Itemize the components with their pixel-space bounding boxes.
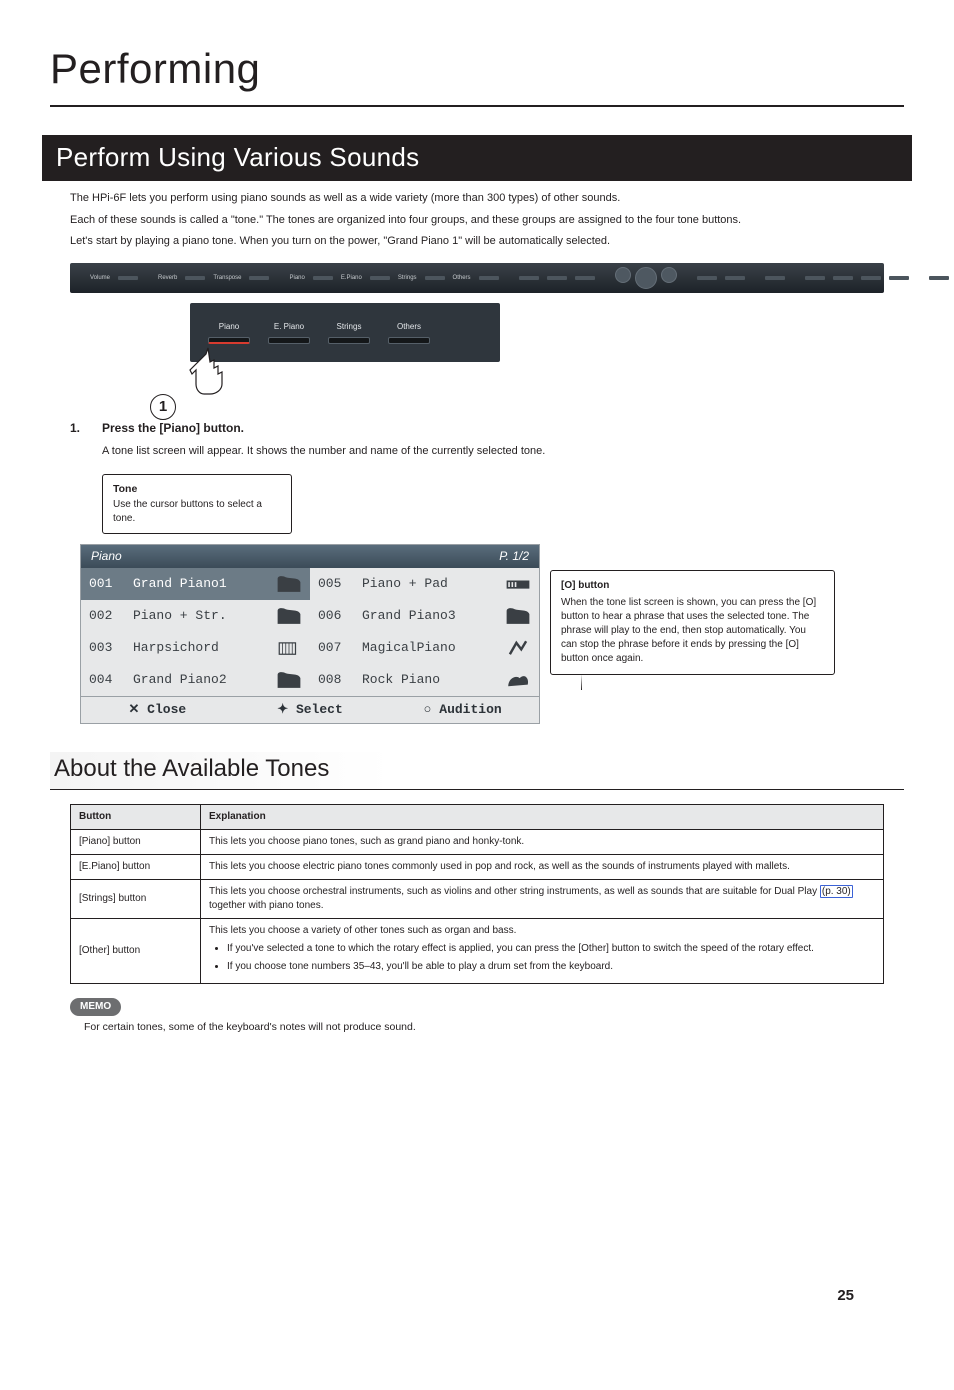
page-number: 25 (837, 1285, 854, 1306)
table-cell-button: [Strings] button (71, 880, 201, 919)
step-instruction: Press the [Piano] button. (102, 420, 244, 437)
lcd-tone-name: Piano + Pad (362, 575, 448, 593)
tone-buttons-closeup: Piano E. Piano Strings Others 1 (190, 303, 500, 361)
lcd-footer-audition[interactable]: ○ Audition (386, 701, 539, 719)
lcd-tone-row[interactable]: 001 Grand Piano1 (81, 568, 310, 600)
pointing-hand-icon (180, 344, 236, 400)
lcd-tone-num: 008 (318, 671, 352, 689)
lcd-header-page: P. 1/2 (499, 548, 529, 565)
tone-button-label: Others (397, 321, 421, 332)
lcd-tone-row[interactable]: 004 Grand Piano2 (81, 664, 310, 696)
lcd-tone-name: Grand Piano1 (133, 575, 227, 593)
tone-button-piano[interactable]: Piano (208, 321, 250, 343)
o-note-body: When the tone list screen is shown, you … (561, 596, 824, 666)
lcd-tone-row[interactable]: 002 Piano + Str. (81, 600, 310, 632)
lcd-tone-name: MagicalPiano (362, 639, 456, 657)
piano-icon (505, 606, 531, 626)
lcd-tone-name: Grand Piano3 (362, 607, 456, 625)
lcd-tone-name: Harpsichord (133, 639, 219, 657)
piano-icon (505, 574, 531, 594)
section-heading-sounds: Perform Using Various Sounds (42, 135, 912, 181)
table-cell-exp: This lets you choose piano tones, such a… (201, 830, 884, 855)
lcd-tone-num: 006 (318, 607, 352, 625)
lcd-tone-name: Rock Piano (362, 671, 440, 689)
lcd-tone-num: 004 (89, 671, 123, 689)
tones-table: Button Explanation [Piano] buttonThis le… (70, 804, 884, 984)
piano-icon (276, 638, 302, 658)
lcd-tone-name: Grand Piano2 (133, 671, 227, 689)
o-note-title: [O] button (561, 579, 824, 593)
lcd-tone-row[interactable]: 008 Rock Piano (310, 664, 539, 696)
table-row: [Piano] buttonThis lets you choose piano… (71, 830, 884, 855)
table-header-explanation: Explanation (201, 805, 884, 830)
table-row: [Other] buttonThis lets you choose a var… (71, 919, 884, 984)
tone-button-label: Piano (219, 321, 239, 332)
lcd-tone-row[interactable]: 003 Harpsichord (81, 632, 310, 664)
table-cell-button: [Piano] button (71, 830, 201, 855)
table-header-button: Button (71, 805, 201, 830)
lcd-tone-num: 003 (89, 639, 123, 657)
o-button-note: [O] button When the tone list screen is … (550, 570, 835, 675)
keyboard-panel-strip: Volume ReverbTranspose PianoE.PianoStrin… (70, 263, 884, 293)
step-description: A tone list screen will appear. It shows… (102, 444, 884, 459)
tone-callout: Tone Use the cursor buttons to select a … (102, 474, 292, 535)
table-cell-exp: This lets you choose electric piano tone… (201, 855, 884, 880)
tone-button-label: Strings (337, 321, 362, 332)
lcd-tone-num: 001 (89, 575, 123, 593)
memo-badge: MEMO (70, 998, 121, 1016)
piano-icon (276, 574, 302, 594)
intro-para-1: The HPi-6F lets you perform using piano … (70, 191, 884, 206)
step-number: 1. (70, 420, 86, 437)
callout-body: Use the cursor buttons to select a tone. (113, 498, 281, 526)
lcd-tone-num: 005 (318, 575, 352, 593)
table-bullet: If you choose tone numbers 35–43, you'll… (227, 960, 875, 974)
page-link[interactable]: (p. 30) (820, 885, 853, 898)
lcd-tone-num: 007 (318, 639, 352, 657)
piano-icon (276, 606, 302, 626)
piano-icon (505, 670, 531, 690)
table-row: [Strings] buttonThis lets you choose orc… (71, 880, 884, 919)
tone-button-epiano[interactable]: E. Piano (268, 321, 310, 343)
table-cell-button: [E.Piano] button (71, 855, 201, 880)
lcd-tone-row[interactable]: 006 Grand Piano3 (310, 600, 539, 632)
tone-button-label: E. Piano (274, 321, 304, 332)
intro-para-2: Each of these sounds is called a "tone."… (70, 213, 884, 228)
page-title: Performing (50, 40, 904, 107)
table-row: [E.Piano] buttonThis lets you choose ele… (71, 855, 884, 880)
table-cell-exp: This lets you choose a variety of other … (201, 919, 884, 984)
lcd-tone-name: Piano + Str. (133, 607, 227, 625)
table-cell-exp: This lets you choose orchestral instrume… (201, 880, 884, 919)
table-bullet: If you've selected a tone to which the r… (227, 942, 875, 956)
lcd-tone-row[interactable]: 005 Piano + Pad (310, 568, 539, 600)
memo-text: For certain tones, some of the keyboard'… (84, 1020, 904, 1035)
lcd-footer-select[interactable]: ✦ Select (234, 701, 387, 719)
callout-title: Tone (113, 482, 281, 497)
table-cell-button: [Other] button (71, 919, 201, 984)
tone-button-others[interactable]: Others (388, 321, 430, 343)
intro-para-3: Let's start by playing a piano tone. Whe… (70, 234, 884, 249)
lcd-header-title: Piano (91, 548, 122, 565)
lcd-footer-close[interactable]: ✕ Close (81, 701, 234, 719)
piano-icon (276, 670, 302, 690)
lcd-screen: Piano P. 1/2 001 Grand Piano1 002 Piano + S… (80, 544, 540, 724)
lcd-tone-row[interactable]: 007 MagicalPiano (310, 632, 539, 664)
section-heading-about-tones: About the Available Tones (50, 752, 904, 790)
lcd-tone-num: 002 (89, 607, 123, 625)
tone-button-strings[interactable]: Strings (328, 321, 370, 343)
piano-icon (505, 638, 531, 658)
step-marker-1: 1 (150, 394, 176, 420)
